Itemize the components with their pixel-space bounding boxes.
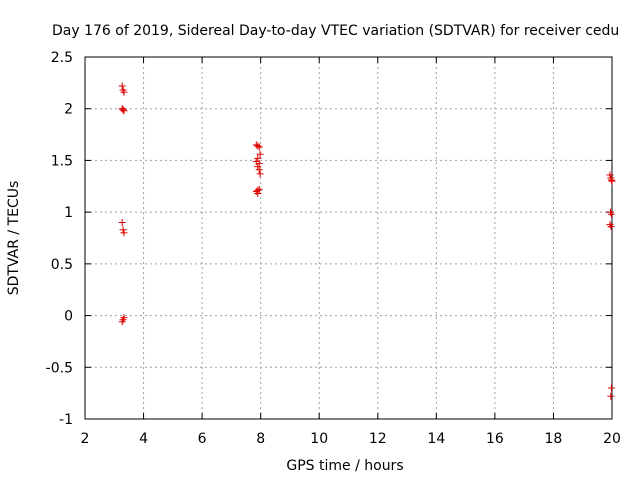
data-point — [255, 160, 263, 168]
data-point — [254, 154, 262, 162]
data-point — [118, 82, 126, 90]
data-point — [119, 226, 127, 234]
y-tick-label: -0.5 — [46, 360, 73, 376]
data-point — [256, 170, 264, 178]
x-tick-label: 12 — [369, 431, 387, 447]
x-tick-labels: 2 4 6 8 10 12 14 16 18 20 — [81, 431, 621, 447]
data-point — [254, 163, 262, 171]
y-tick-label: 2 — [64, 102, 73, 118]
x-tick-label: 6 — [198, 431, 207, 447]
ticks — [84, 56, 613, 420]
x-tick-label: 4 — [139, 431, 148, 447]
x-tick-label: 16 — [486, 431, 504, 447]
y-tick-label: 0.5 — [51, 257, 73, 273]
y-tick-label: 2.5 — [51, 50, 73, 66]
y-axis-label: SDTVAR / TECUs — [6, 181, 22, 296]
data-point — [120, 107, 128, 115]
chart-title: Day 176 of 2019, Sidereal Day-to-day VTE… — [52, 23, 619, 39]
data-point — [119, 106, 127, 114]
data-point — [118, 218, 126, 226]
x-tick-label: 10 — [310, 431, 328, 447]
x-tick-label: 20 — [603, 431, 621, 447]
data-point — [607, 384, 615, 392]
y-tick-label: -1 — [59, 412, 73, 428]
x-tick-label: 8 — [256, 431, 265, 447]
data-point — [607, 210, 615, 218]
x-tick-label: 2 — [81, 431, 90, 447]
y-tick-label: 1 — [64, 205, 73, 221]
data-point — [608, 177, 616, 185]
data-point — [254, 190, 262, 198]
data-point — [607, 392, 615, 400]
grid — [85, 57, 612, 419]
plot-frame — [84, 56, 613, 420]
data-point — [120, 229, 128, 237]
y-tick-labels: -1 -0.5 0 0.5 1 1.5 2 2.5 — [46, 50, 73, 428]
data-point — [120, 88, 128, 96]
x-tick-label: 18 — [545, 431, 563, 447]
data-point — [607, 223, 615, 231]
data-points — [118, 82, 616, 400]
data-point — [607, 176, 615, 184]
data-point — [254, 142, 262, 150]
data-point — [256, 150, 264, 158]
data-point — [255, 143, 263, 151]
data-point — [255, 166, 263, 174]
y-tick-label: 0 — [64, 309, 73, 325]
x-axis-label: GPS time / hours — [286, 458, 403, 474]
y-tick-label: 1.5 — [51, 153, 73, 169]
data-point — [118, 318, 126, 326]
x-tick-label: 14 — [427, 431, 445, 447]
data-point — [606, 171, 614, 179]
